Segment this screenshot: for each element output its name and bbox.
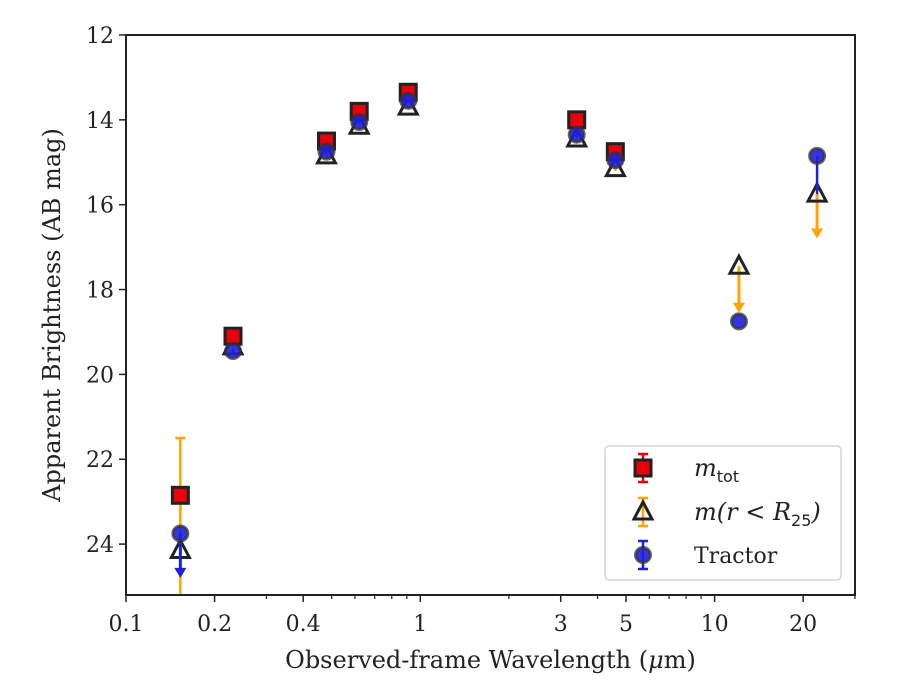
y-tick-label: 16 — [86, 194, 114, 219]
tractor-point — [350, 112, 369, 131]
mtot-point — [223, 326, 243, 346]
x-axis-label: Observed-frame Wavelength (μm) — [285, 646, 696, 674]
legend-tractor-label: Tractor — [694, 544, 778, 569]
y-axis-ticks: 12 14 16 18 20 22 24 — [86, 24, 126, 558]
plot-marks — [168, 82, 829, 595]
y-tick-label: 18 — [86, 279, 114, 304]
mtot-marker — [567, 110, 587, 130]
tractor-marker — [729, 312, 748, 331]
y-axis-label: Apparent Brightness (AB mag) — [38, 128, 66, 503]
tractor-point — [171, 524, 190, 578]
tractor-marker — [399, 91, 418, 110]
tractor-point — [317, 142, 336, 161]
mr25-limit-arrow-head — [811, 228, 824, 239]
tractor-marker — [606, 151, 625, 170]
y-tick-label: 12 — [86, 24, 114, 49]
tractor-marker — [567, 125, 586, 144]
tractor-marker — [317, 142, 336, 161]
mr25-marker — [727, 253, 751, 275]
legend-mtot-label: mtot — [694, 454, 739, 486]
tractor-point — [224, 342, 243, 361]
x-axis-ticks: 0.1 0.2 0.4 1 3 5 10 20 — [109, 595, 856, 637]
tractor-marker — [224, 342, 243, 361]
x-tick-label: 10 — [701, 612, 729, 637]
x-tick-label: 1 — [413, 612, 427, 637]
tractor-point — [567, 125, 586, 144]
y-tick-label: 24 — [86, 533, 114, 558]
y-tick-label: 14 — [86, 109, 114, 134]
legend-mr25-marker — [631, 498, 655, 521]
tractor-point — [808, 146, 827, 195]
x-tick-label: 20 — [789, 612, 817, 637]
x-tick-label: 0.2 — [197, 612, 232, 637]
legend-mtot-marker — [633, 458, 653, 478]
tractor-point — [729, 312, 748, 331]
mtot-marker — [223, 326, 243, 346]
legend-mr25-label: m(r < R25) — [694, 498, 821, 530]
x-tick-label: 5 — [619, 612, 633, 637]
legend-box — [604, 445, 842, 581]
x-tick-label: 0.4 — [286, 612, 321, 637]
tractor-marker — [350, 112, 369, 131]
tractor-point — [399, 91, 418, 110]
x-tick-label: 0.1 — [109, 612, 144, 637]
legend: mtot m(r < R25) Tractor — [604, 445, 842, 581]
legend-tractor-marker — [634, 546, 652, 564]
y-tick-label: 20 — [86, 363, 114, 388]
x-tick-label: 3 — [554, 612, 568, 637]
plot-frame — [125, 34, 856, 596]
mr25-point — [727, 253, 751, 313]
tractor-marker — [808, 146, 827, 165]
tractor-limit-arrow-head — [174, 567, 187, 578]
mr25-point — [805, 180, 829, 239]
mtot-marker — [170, 485, 190, 505]
y-tick-label: 22 — [86, 448, 114, 473]
mr25-limit-arrow-head — [732, 302, 745, 313]
tractor-point — [606, 151, 625, 170]
mr25-marker — [805, 180, 829, 203]
mtot-point — [567, 110, 587, 130]
mtot-point — [170, 485, 190, 505]
tractor-marker — [171, 524, 190, 543]
